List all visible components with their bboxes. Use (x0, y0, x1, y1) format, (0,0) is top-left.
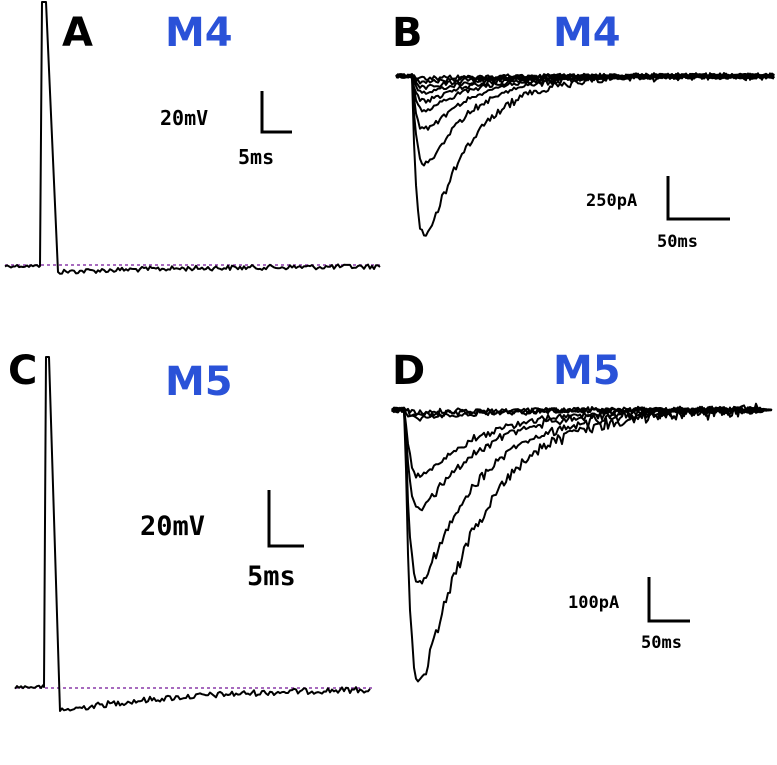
scale-bar-c (267, 490, 304, 548)
panel-letter-c: C (8, 348, 37, 394)
scale-voltage-label-c: 20mV (140, 511, 205, 542)
panel-letter-b: B (392, 10, 423, 56)
panel-a: A M4 20mV 5ms (4, 1, 383, 275)
action-potential-trace-c (14, 356, 371, 712)
panel-letter-d: D (392, 348, 425, 394)
current-sweep (391, 406, 773, 512)
current-sweep (391, 404, 773, 585)
cell-label-b: M4 (553, 10, 621, 56)
scale-voltage-label-a: 20mV (160, 106, 208, 130)
scale-current-label-d: 100pA (568, 593, 619, 613)
scale-bar-a (260, 91, 292, 134)
current-traces-b (395, 72, 775, 237)
cell-label-a: M4 (165, 10, 233, 56)
scale-current-label-b: 250pA (586, 191, 637, 211)
panel-d: D M5 100pA 50ms (391, 348, 773, 683)
cell-label-c: M5 (165, 359, 233, 405)
scale-bar-b (666, 176, 730, 221)
panel-c: C M5 20mV 5ms (8, 348, 372, 712)
scale-time-label-a: 5ms (238, 145, 274, 169)
current-traces-d (391, 402, 773, 683)
panel-b: B M4 250pA 50ms (392, 10, 775, 252)
panel-letter-a: A (62, 10, 93, 56)
cell-label-d: M5 (553, 348, 621, 394)
scale-time-label-d: 50ms (641, 633, 682, 653)
action-potential-trace-a (4, 1, 381, 275)
current-sweep (395, 72, 775, 237)
scale-time-label-b: 50ms (657, 232, 698, 252)
scale-bar-d (647, 577, 690, 623)
scale-time-label-c: 5ms (247, 561, 296, 592)
current-sweep (391, 402, 773, 683)
